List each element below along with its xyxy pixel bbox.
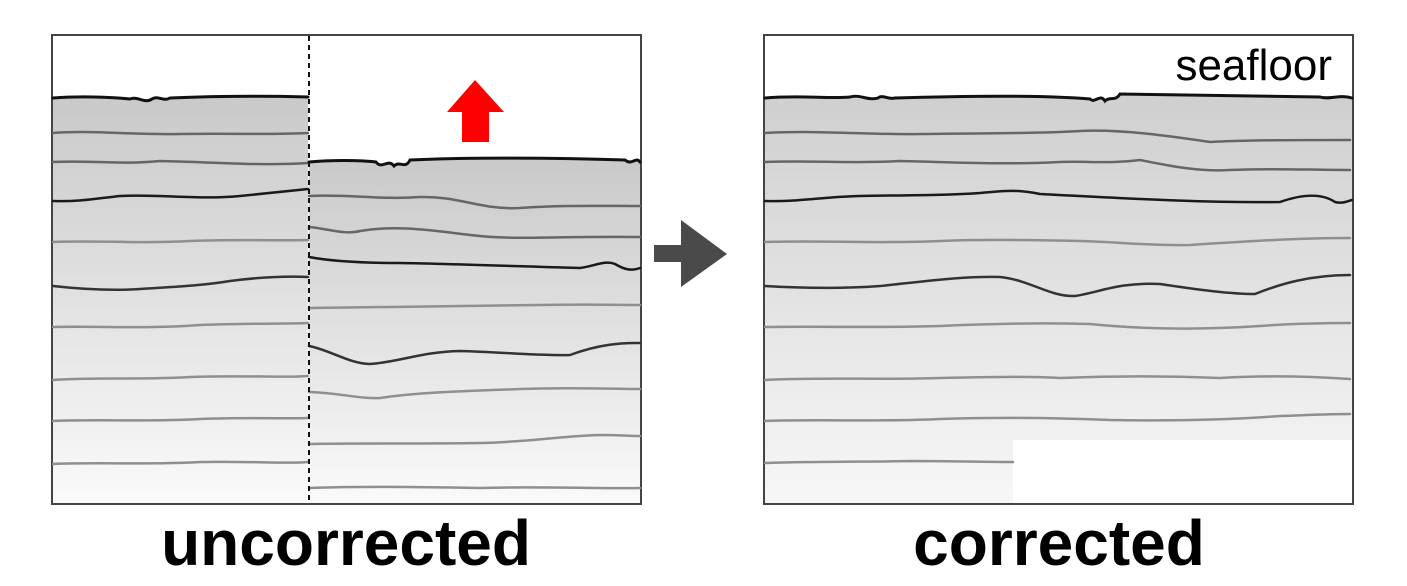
seafloor-horizon (51, 94, 310, 103)
uncorrected-panel (51, 34, 642, 505)
horizon-line (307, 303, 642, 310)
horizon-line (763, 321, 1352, 330)
horizon-line (763, 158, 1352, 172)
corrected-horizons (763, 92, 1354, 465)
horizon-line (307, 194, 642, 210)
horizon-line (307, 255, 642, 271)
horizon-line (763, 236, 1352, 247)
corrected-panel: seafloor (763, 34, 1354, 505)
horizon-line (763, 412, 1352, 423)
horizon-line (51, 159, 310, 166)
horizon-line (763, 189, 1354, 204)
horizon-line (51, 275, 310, 292)
horizon-line (763, 273, 1352, 298)
horizon-line (763, 375, 1352, 382)
horizon-line (307, 341, 642, 366)
uncorrected-left-horizons (51, 94, 310, 466)
uncorrected-caption: uncorrected (161, 507, 531, 579)
uncorrected-left-sediment (53, 96, 308, 504)
seafloor-label: seafloor (1175, 41, 1332, 90)
uncorrected-right-sediment (309, 158, 640, 503)
horizon-line (763, 459, 1015, 465)
horizon-line (51, 187, 310, 203)
horizon-line (307, 433, 642, 446)
arrow-right-icon (654, 220, 727, 287)
horizon-line (307, 386, 642, 400)
horizon-line (763, 129, 1352, 144)
shifted-seafloor-horizon (307, 156, 642, 169)
horizon-line (307, 485, 642, 490)
horizon-line (51, 460, 310, 466)
arrow-up-icon (447, 80, 504, 142)
horizon-line (307, 225, 642, 240)
corrected-caption: corrected (913, 507, 1205, 579)
uncorrected-right-horizons (307, 156, 642, 490)
horizon-line (51, 321, 310, 329)
horizon-line (51, 130, 310, 136)
horizon-line (51, 374, 310, 382)
seafloor-horizon (763, 92, 1354, 104)
horizon-line (51, 238, 310, 244)
horizon-line (51, 416, 310, 423)
